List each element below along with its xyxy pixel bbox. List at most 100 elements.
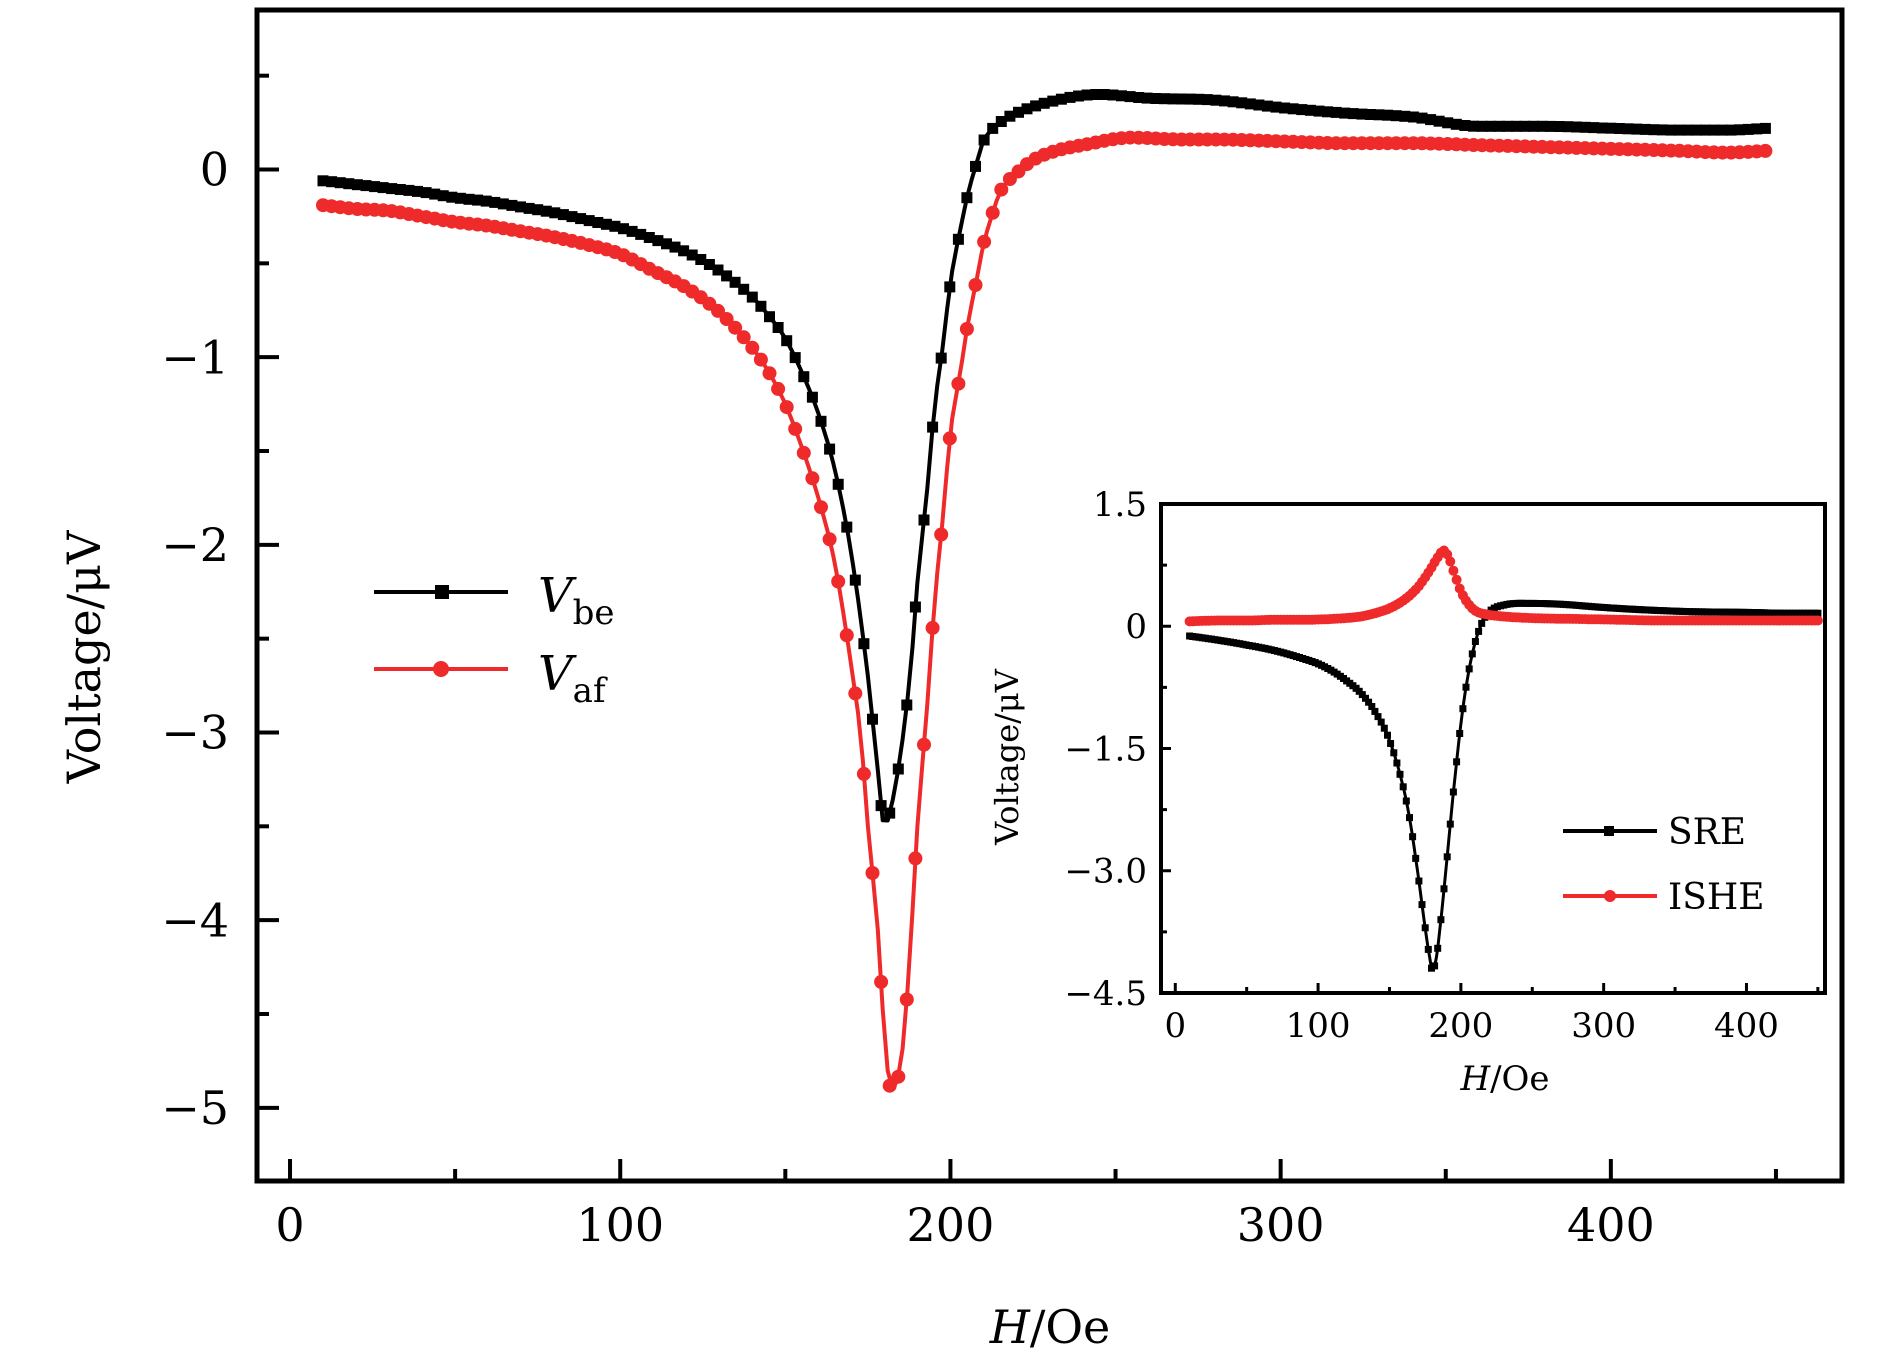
data-point <box>1459 705 1467 713</box>
data-point <box>874 974 889 989</box>
data-point <box>796 445 811 460</box>
data-point <box>1368 703 1376 710</box>
data-point <box>1287 103 1299 115</box>
data-point <box>437 190 449 202</box>
data-point <box>1446 820 1454 828</box>
data-point <box>1812 615 1823 626</box>
data-point <box>729 276 741 288</box>
data-point <box>1362 694 1369 702</box>
main-plot: 0 100 200 300 400 0 −1 −2 −3 −4 −5 Voltage/μV H/Oe… <box>57 7 1845 1354</box>
main-y-tick-label: −2 <box>161 518 229 572</box>
data-point <box>1201 94 1213 106</box>
data-point <box>987 122 999 134</box>
data-point <box>815 415 827 427</box>
data-point <box>917 737 931 752</box>
data-point <box>1437 916 1445 924</box>
legend-label-vbe-main: V <box>538 568 577 624</box>
data-point <box>1588 122 1600 134</box>
data-point <box>1210 94 1222 106</box>
data-point <box>695 254 707 265</box>
data-point <box>719 312 734 326</box>
main-x-tick-label: 300 <box>1237 1198 1325 1252</box>
data-point <box>1536 120 1548 132</box>
data-point <box>968 278 983 292</box>
data-point <box>1322 106 1333 118</box>
data-point <box>1390 110 1402 122</box>
data-point <box>351 179 363 191</box>
data-point <box>1356 108 1368 120</box>
main-y-tick-label: −5 <box>161 1081 229 1135</box>
data-point <box>386 183 398 195</box>
data-point <box>1431 962 1439 970</box>
data-point <box>977 234 992 249</box>
data-point <box>1571 121 1582 133</box>
data-point <box>831 574 846 589</box>
main-y-tick-label: −3 <box>161 706 229 760</box>
data-point <box>1227 96 1239 108</box>
data-point <box>540 205 552 217</box>
data-point <box>635 228 647 240</box>
data-point <box>1605 122 1617 134</box>
data-point <box>721 270 733 282</box>
data-point <box>1409 833 1417 841</box>
main-legend: Vbe Vaf <box>374 568 615 711</box>
data-point <box>506 199 518 211</box>
data-point <box>1471 638 1479 645</box>
data-point <box>1459 120 1471 131</box>
data-point <box>686 249 698 261</box>
data-point <box>1465 665 1473 673</box>
data-point <box>1184 93 1196 105</box>
inset-x-tick-label: 400 <box>1714 1006 1779 1046</box>
data-point <box>1090 89 1102 100</box>
data-point <box>1402 797 1410 805</box>
data-point <box>892 763 904 775</box>
data-point <box>798 371 810 383</box>
data-point <box>994 182 1009 197</box>
data-point <box>839 628 854 643</box>
data-point <box>789 352 801 364</box>
data-point <box>454 192 466 204</box>
data-point <box>1691 124 1703 136</box>
data-point <box>1384 731 1391 739</box>
data-point <box>832 478 844 490</box>
inset-x-axis-title-rest: /Oe <box>1490 1059 1549 1099</box>
data-point <box>712 264 724 276</box>
data-point <box>942 431 957 446</box>
data-point <box>1296 104 1308 116</box>
data-point <box>1425 114 1437 126</box>
data-point <box>1064 91 1076 103</box>
data-point <box>549 207 561 219</box>
data-point <box>772 322 784 333</box>
data-point <box>523 202 535 214</box>
inset-y-axis-title: Voltage/μV <box>988 668 1026 846</box>
data-point <box>1407 111 1419 123</box>
data-point <box>326 176 338 188</box>
data-point <box>1510 120 1522 132</box>
data-point <box>961 192 973 204</box>
data-point <box>1622 123 1634 135</box>
data-point <box>360 180 372 192</box>
data-point <box>1133 92 1145 103</box>
data-point <box>1421 924 1429 932</box>
legend-label-vaf-sub: af <box>573 671 608 711</box>
data-point <box>609 220 621 232</box>
main-x-tick-label: 100 <box>576 1198 664 1252</box>
inset-axes <box>1159 502 1827 995</box>
main-x-axis-title-italic: H <box>989 1300 1031 1354</box>
data-point <box>480 195 492 207</box>
data-point <box>959 322 974 336</box>
data-point <box>1013 106 1024 118</box>
data-point <box>1236 97 1248 109</box>
data-point <box>626 225 638 237</box>
data-point <box>746 291 758 303</box>
inset-legend: SRE ISHE <box>1563 812 1765 918</box>
data-point <box>1167 93 1179 105</box>
inset-x-tick-label: 300 <box>1571 1006 1636 1046</box>
data-point <box>1453 758 1461 766</box>
data-point <box>1021 103 1033 115</box>
data-point <box>822 532 837 547</box>
inset-x-tick-label: 0 <box>1164 1006 1186 1046</box>
data-point <box>489 196 501 208</box>
data-point <box>1081 89 1093 101</box>
data-point <box>1613 123 1625 134</box>
